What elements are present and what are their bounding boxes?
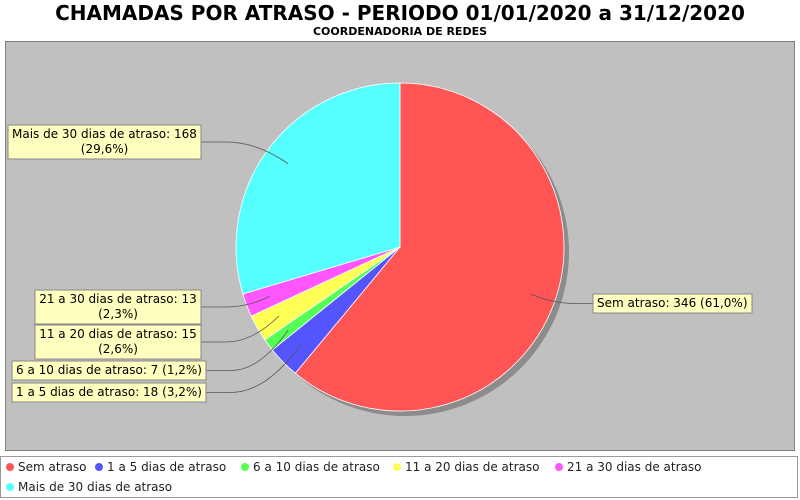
slice-label-percent-4: (2,3%) (98, 307, 138, 321)
legend-item-1: 1 a 5 dias de atraso (95, 459, 226, 475)
slice-leader-line-1 (206, 344, 302, 393)
slice-label-box-2 (11, 360, 207, 381)
legend-label-0: Sem atraso (18, 460, 87, 474)
legend-dot-5 (6, 483, 14, 491)
slice-label-box-1 (11, 382, 207, 403)
slice-label-1: 1 a 5 dias de atraso: 18 (3,2%) (11, 382, 207, 403)
slice-label-box-5 (7, 124, 202, 160)
slice-label-text-4: 21 a 30 dias de atraso: 13 (39, 292, 197, 306)
slice-label-text-0: Sem atraso: 346 (61,0%) (597, 296, 748, 310)
slice-leader-line-3 (201, 315, 280, 343)
legend-item-0: Sem atraso (6, 459, 86, 475)
slice-label-4: 21 a 30 dias de atraso: 13(2,3%) (34, 289, 202, 325)
chart-subtitle: COORDENADORIA DE REDES (312, 25, 488, 38)
legend-dot-2 (241, 463, 249, 471)
slice-leader-line-2 (206, 329, 289, 371)
slice-label-3: 11 a 20 dias de atraso: 15(2,6%) (34, 324, 202, 360)
legend-label-3: 11 a 20 dias de atraso (405, 460, 540, 474)
legend-item-5: Mais de 30 dias de atraso (6, 479, 172, 495)
slice-label-text-1: 1 a 5 dias de atraso: 18 (3,2%) (16, 385, 202, 399)
pie-slice-0 (294, 82, 565, 412)
slice-leader-line-4 (201, 296, 270, 308)
pie-slice-5 (235, 82, 401, 295)
legend-item-4: 21 a 30 dias de atraso (555, 459, 701, 475)
legend-dot-4 (555, 463, 563, 471)
slice-label-box-0 (592, 293, 753, 314)
slice-leader-line-0 (530, 293, 593, 304)
legend-item-2: 6 a 10 dias de atraso (241, 459, 380, 475)
legend-dot-3 (393, 463, 401, 471)
slice-label-box-3 (34, 324, 202, 360)
slice-leader-line-5 (201, 141, 289, 165)
slice-label-percent-3: (2,6%) (98, 342, 138, 356)
slice-label-0: Sem atraso: 346 (61,0%) (592, 293, 753, 314)
legend-label-5: Mais de 30 dias de atraso (18, 480, 173, 494)
slice-label-text-3: 11 a 20 dias de atraso: 15 (39, 327, 197, 341)
slice-label-2: 6 a 10 dias de atraso: 7 (1,2%) (11, 360, 207, 381)
legend-label-2: 6 a 10 dias de atraso (253, 460, 380, 474)
chart-legend: Sem atraso 1 a 5 dias de atraso 6 a 10 dia… (0, 456, 798, 498)
chart-title: CHAMADAS POR ATRASO - PERIODO 01/01/2020… (55, 1, 745, 25)
slice-label-text-2: 6 a 10 dias de atraso: 7 (1,2%) (16, 363, 202, 377)
legend-item-3: 11 a 20 dias de atraso (393, 459, 539, 475)
legend-label-1: 1 a 5 dias de atraso (107, 460, 227, 474)
slice-label-box-4 (34, 289, 202, 325)
pie-plot-area: Sem atraso: 346 (61,0%) 1 a 5 dias de atr… (5, 41, 795, 451)
slice-label-percent-5: (29,6%) (81, 142, 128, 156)
legend-label-4: 21 a 30 dias de atraso (567, 460, 702, 474)
slice-label-5: Mais de 30 dias de atraso: 168(29,6%) (7, 124, 202, 160)
legend-dot-0 (6, 463, 14, 471)
legend-dot-1 (95, 463, 103, 471)
slice-label-text-5: Mais de 30 dias de atraso: 168 (12, 127, 197, 141)
